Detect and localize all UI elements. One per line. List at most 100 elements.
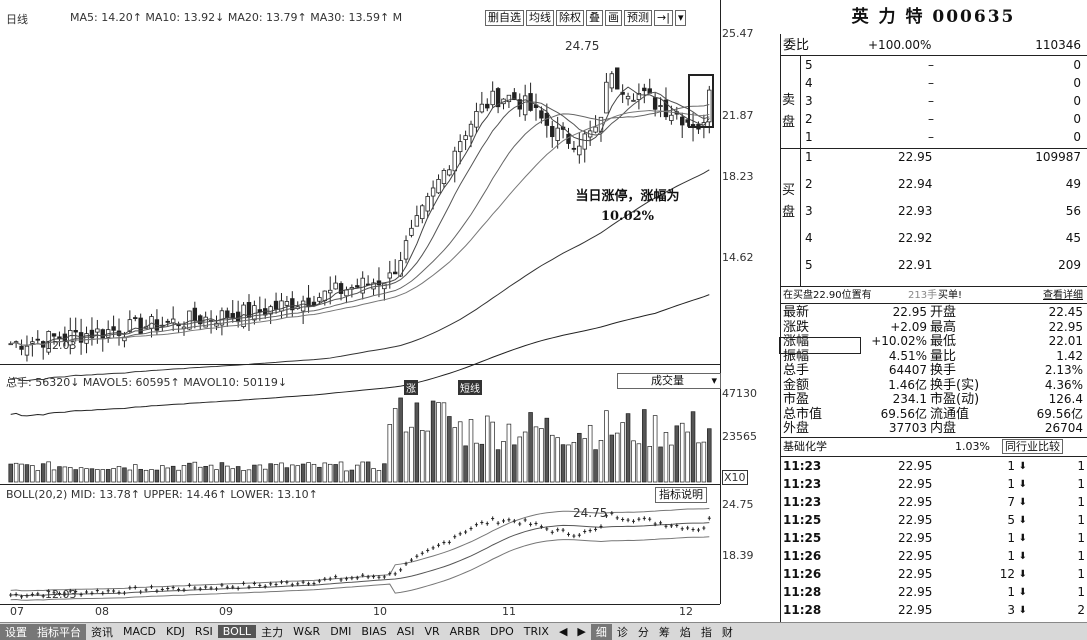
chart-svg [8,67,712,601]
x-label-07: 07 [10,605,24,618]
toolbar-overlay-button[interactable]: 叠 [586,10,603,26]
volume-bar [24,464,30,483]
volume-bar [474,442,479,483]
divider [780,456,1087,457]
tick-volume: 1 [1007,531,1015,545]
tick-time: 11:26 [783,549,822,563]
candle-body [680,116,685,126]
sell-order-row: 2 – 0 [780,112,1087,127]
tab-1[interactable]: 指标平台 [32,623,86,640]
tab-9[interactable]: DMI [330,625,352,638]
tick-price: 22.95 [898,495,933,509]
indicator-help-button[interactable]: 指标说明 [655,487,707,503]
tab-7[interactable]: 主力 [261,625,284,639]
tab-19[interactable]: 诊 [616,625,628,639]
price-scale-1: 25.47 [722,27,754,40]
candle-body [19,345,24,350]
down-arrow-icon: ⬇ [1018,587,1027,598]
volume-bar [40,463,46,483]
tab-12[interactable]: VR [424,625,440,638]
tab-14[interactable]: DPO [490,625,514,638]
candle-body [436,178,441,194]
tab-20[interactable]: 分 [637,625,649,639]
candle-body [636,93,642,100]
tick-count: 1 [1077,549,1085,563]
stat-label: 市盈(动) [930,392,980,407]
volume-bar [447,416,452,483]
tick-price: 22.95 [898,585,933,599]
tab-2[interactable]: 资讯 [91,625,113,639]
volume-bar [360,461,365,483]
volume-bar [317,466,322,483]
tab-8[interactable]: W&R [293,625,321,638]
toolbar-dropdown-button[interactable]: ▾ [674,10,687,26]
price-pane-divider [0,364,720,365]
volume-bar [479,443,485,483]
tick-count: 2 [1077,603,1085,617]
tab-17[interactable]: ▶ [577,625,586,638]
chart-pane[interactable]: 日线 MA5: 14.20↑ MA10: 13.92↓ MA20: 13.79↑… [0,0,780,622]
volume-bar [544,417,550,483]
order-price: 22.95 [898,150,933,164]
peer-compare-button[interactable]: 同行业比较 [1002,439,1063,454]
order-level: 4 [805,231,813,245]
volume-bar [696,442,701,483]
toolbar-exright-button[interactable]: 除权 [556,10,584,26]
queue-count: 213手 [908,290,938,301]
tab-0[interactable]: 设置 [0,623,32,640]
toolbar-ma-button[interactable]: 均线 [526,10,554,26]
tab-21[interactable]: 筹 [658,625,670,639]
short-term-marker[interactable]: 短线 [458,380,482,395]
tick-time: 11:28 [783,585,822,599]
candle-body [474,111,479,128]
volume-bar [571,442,577,483]
toolbar-remove-favorite-button[interactable]: 删自选 [485,10,524,26]
tab-13[interactable]: ARBR [449,625,481,638]
tick-volume: 12 [999,567,1015,581]
tab-16[interactable]: ◀ [558,625,568,638]
tab-24[interactable]: 财 [721,625,733,639]
tab-23[interactable]: 指 [700,625,712,639]
candle-body [387,272,392,279]
stat-label: 最新 [783,305,810,320]
volume-bar [414,402,420,483]
volume-bar [382,463,387,483]
order-level: 2 [805,112,813,126]
sector-label[interactable]: 基础化学 [783,440,827,453]
indicator-tab-bar: 设置 指标平台 资讯 MACD KDJ RSI BOLL 主力 W&R DMI BIAS ASI VR A… [0,622,1087,640]
tab-22[interactable]: 焰 [679,625,691,639]
sell-order-row: 3 – 0 [780,94,1087,109]
tab-5[interactable]: RSI [194,625,213,638]
volume-bar [642,409,647,483]
tab-15[interactable]: TRIX [523,625,549,638]
tab-11[interactable]: ASI [396,625,415,638]
buy-label-char-2: 盘 [782,205,796,220]
candle-body [522,95,528,116]
tab-10[interactable]: BIAS [361,625,387,638]
candle-body [495,88,501,108]
limit-up-marker[interactable]: 涨 [404,380,418,395]
volume-bar [528,412,533,483]
volume-bar [62,466,68,483]
volume-bar [241,469,246,483]
toolbar-end-button[interactable]: →| [654,10,673,26]
volume-scale-2: 23565 [722,430,757,443]
volume-indicator-select[interactable]: 成交量 ▾ [617,373,721,389]
volume-bar [604,410,609,483]
tab-4[interactable]: KDJ [165,625,185,638]
sector-row: 基础化学 1.03% 同行业比较 [780,439,1087,454]
tab-18[interactable]: 细 [590,623,612,640]
tab-6[interactable]: BOLL [217,625,257,638]
volume-bar [262,468,268,483]
toolbar-forecast-button[interactable]: 预测 [624,10,652,26]
tab-3[interactable]: MACD [123,625,156,638]
volume-bar [111,468,116,483]
volume-bar [322,462,328,483]
price-scale-2: 21.87 [722,109,754,122]
stock-title: 英 力 特 000635 [851,7,1016,27]
toolbar-draw-button[interactable]: 画 [605,10,622,26]
candle-body [84,333,89,344]
queue-detail-link[interactable]: 查看详细 [1043,290,1083,301]
candle-body [382,283,387,290]
ma-line [10,109,710,346]
